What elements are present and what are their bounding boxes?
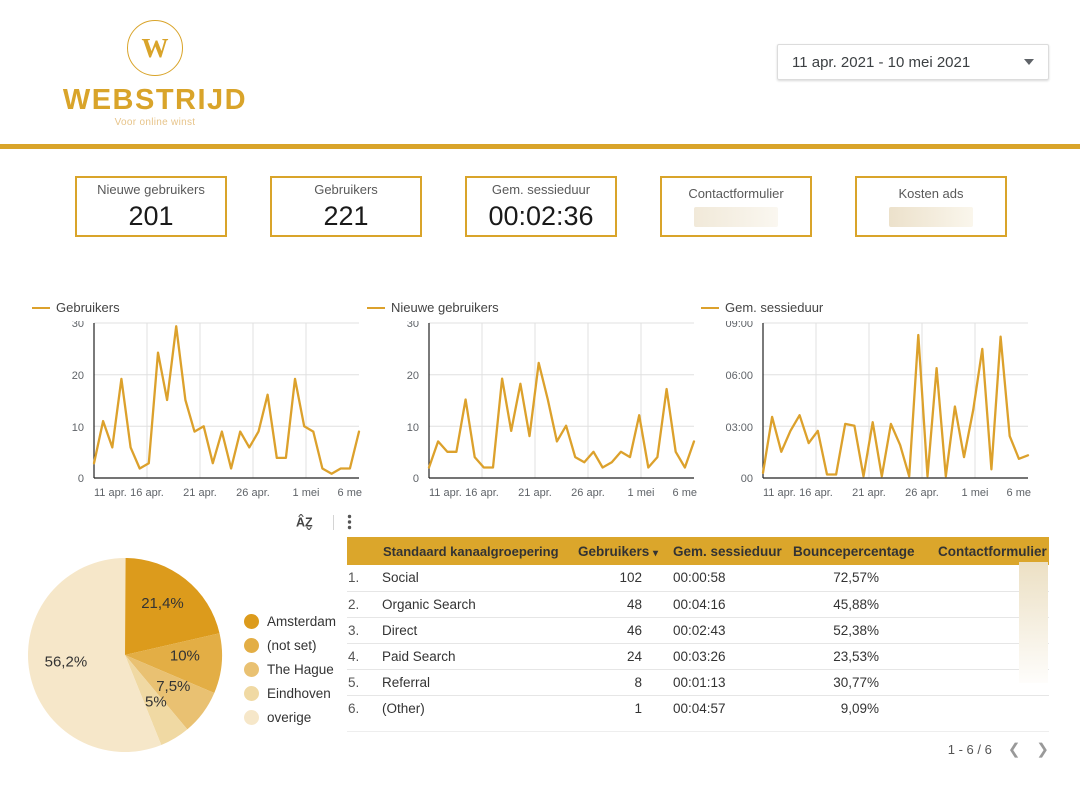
svg-text:21 apr.: 21 apr. (852, 487, 886, 499)
svg-text:06:00: 06:00 (725, 370, 753, 382)
svg-text:20: 20 (407, 370, 419, 382)
svg-text:1 mei: 1 mei (962, 487, 989, 499)
svg-text:7,5%: 7,5% (156, 678, 190, 695)
svg-text:5%: 5% (145, 694, 167, 711)
svg-text:1 mei: 1 mei (293, 487, 320, 499)
svg-text:16 apr.: 16 apr. (465, 487, 499, 499)
svg-text:30: 30 (407, 321, 419, 330)
svg-text:16 apr.: 16 apr. (130, 487, 164, 499)
svg-text:16 apr.: 16 apr. (799, 487, 833, 499)
svg-text:10: 10 (407, 422, 419, 434)
svg-text:26 apr.: 26 apr. (905, 487, 939, 499)
svg-text:26 apr.: 26 apr. (571, 487, 605, 499)
svg-text:09:00: 09:00 (725, 321, 753, 330)
svg-text:21 apr.: 21 apr. (518, 487, 552, 499)
svg-text:26 apr.: 26 apr. (236, 487, 270, 499)
svg-text:0: 0 (413, 473, 419, 485)
svg-text:56,2%: 56,2% (45, 653, 88, 670)
svg-text:6 mei: 6 mei (338, 487, 362, 499)
svg-text:20: 20 (72, 370, 84, 382)
svg-text:10%: 10% (170, 647, 200, 664)
svg-text:11 apr.: 11 apr. (429, 487, 462, 499)
svg-text:6 mei: 6 mei (1007, 487, 1031, 499)
svg-text:00: 00 (741, 473, 753, 485)
svg-text:11 apr.: 11 apr. (763, 487, 796, 499)
svg-text:30: 30 (72, 321, 84, 330)
svg-text:0: 0 (78, 473, 84, 485)
svg-text:6 mei: 6 mei (673, 487, 697, 499)
svg-text:10: 10 (72, 422, 84, 434)
svg-text:03:00: 03:00 (725, 422, 753, 434)
svg-text:21 apr.: 21 apr. (183, 487, 217, 499)
svg-text:11 apr.: 11 apr. (94, 487, 127, 499)
svg-text:1 mei: 1 mei (628, 487, 655, 499)
svg-text:21,4%: 21,4% (141, 595, 184, 612)
